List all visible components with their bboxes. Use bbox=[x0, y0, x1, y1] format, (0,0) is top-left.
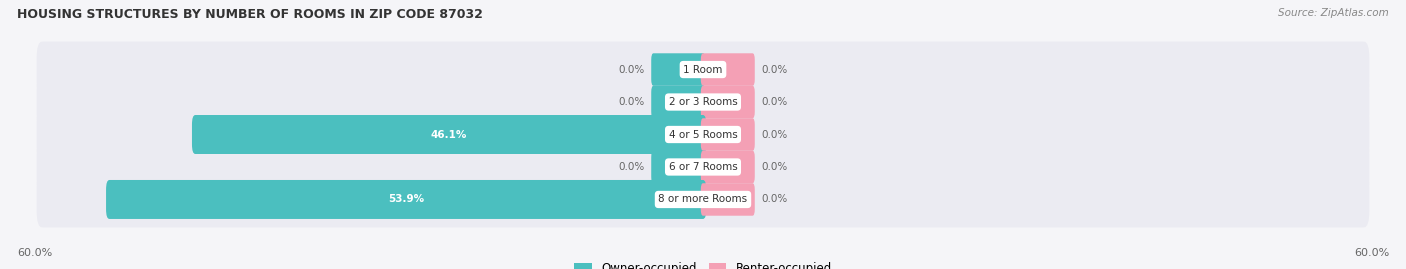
FancyBboxPatch shape bbox=[700, 118, 755, 151]
Text: 0.0%: 0.0% bbox=[762, 65, 787, 75]
Text: 0.0%: 0.0% bbox=[619, 162, 644, 172]
Text: 0.0%: 0.0% bbox=[762, 129, 787, 140]
Text: 53.9%: 53.9% bbox=[388, 194, 425, 204]
Text: 4 or 5 Rooms: 4 or 5 Rooms bbox=[669, 129, 737, 140]
FancyBboxPatch shape bbox=[105, 180, 706, 219]
FancyBboxPatch shape bbox=[37, 74, 1369, 130]
FancyBboxPatch shape bbox=[193, 115, 706, 154]
Text: 46.1%: 46.1% bbox=[432, 129, 467, 140]
Text: 60.0%: 60.0% bbox=[1354, 248, 1389, 258]
Text: 2 or 3 Rooms: 2 or 3 Rooms bbox=[669, 97, 737, 107]
FancyBboxPatch shape bbox=[37, 107, 1369, 162]
Text: 1 Room: 1 Room bbox=[683, 65, 723, 75]
Text: 8 or more Rooms: 8 or more Rooms bbox=[658, 194, 748, 204]
FancyBboxPatch shape bbox=[700, 151, 755, 183]
FancyBboxPatch shape bbox=[651, 151, 706, 183]
Text: 0.0%: 0.0% bbox=[762, 194, 787, 204]
FancyBboxPatch shape bbox=[700, 183, 755, 216]
Text: 60.0%: 60.0% bbox=[17, 248, 52, 258]
Text: 0.0%: 0.0% bbox=[762, 97, 787, 107]
FancyBboxPatch shape bbox=[37, 42, 1369, 97]
FancyBboxPatch shape bbox=[37, 139, 1369, 195]
Text: Source: ZipAtlas.com: Source: ZipAtlas.com bbox=[1278, 8, 1389, 18]
FancyBboxPatch shape bbox=[651, 53, 706, 86]
FancyBboxPatch shape bbox=[700, 53, 755, 86]
Text: 0.0%: 0.0% bbox=[619, 97, 644, 107]
Text: 0.0%: 0.0% bbox=[762, 162, 787, 172]
FancyBboxPatch shape bbox=[37, 172, 1369, 227]
Legend: Owner-occupied, Renter-occupied: Owner-occupied, Renter-occupied bbox=[569, 258, 837, 269]
Text: 6 or 7 Rooms: 6 or 7 Rooms bbox=[669, 162, 737, 172]
FancyBboxPatch shape bbox=[651, 86, 706, 118]
FancyBboxPatch shape bbox=[700, 86, 755, 118]
Text: 0.0%: 0.0% bbox=[619, 65, 644, 75]
Text: HOUSING STRUCTURES BY NUMBER OF ROOMS IN ZIP CODE 87032: HOUSING STRUCTURES BY NUMBER OF ROOMS IN… bbox=[17, 8, 482, 21]
